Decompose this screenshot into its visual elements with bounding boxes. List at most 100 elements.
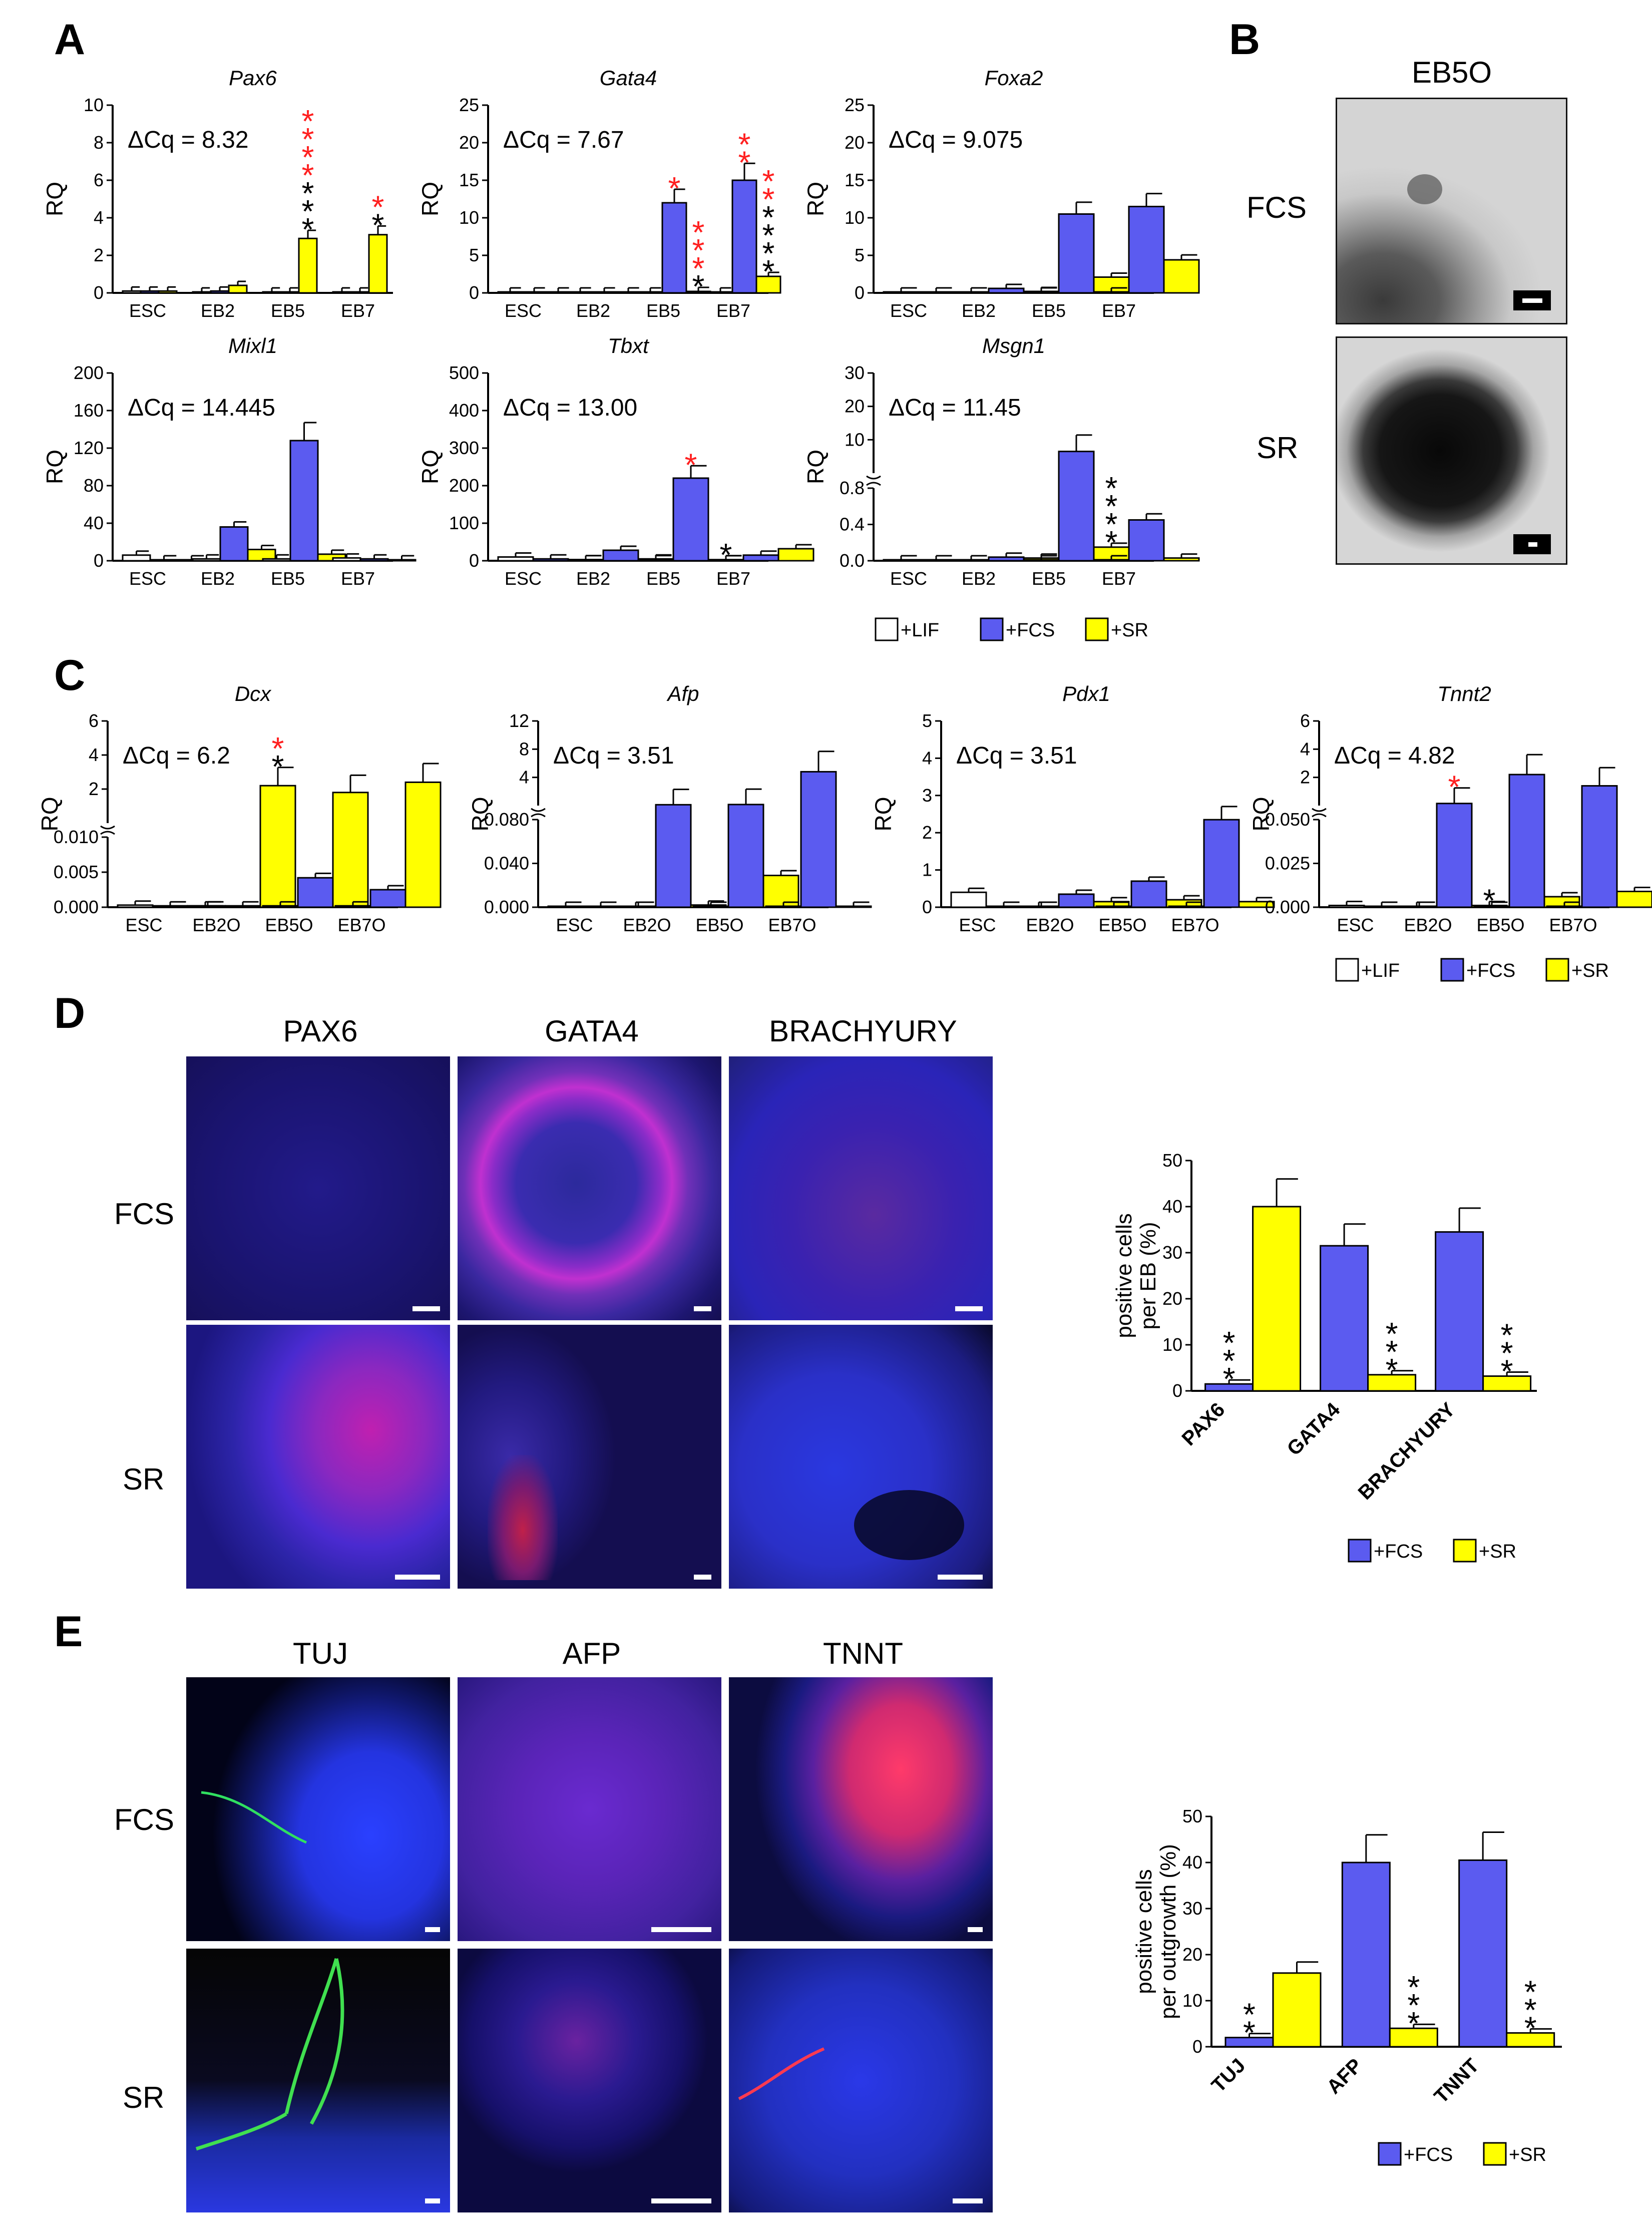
axis-break xyxy=(1312,813,1327,818)
panel-e-col-tuj: TUJ xyxy=(293,1637,348,1670)
significance-star: * xyxy=(302,121,314,157)
brightfield-image-sr xyxy=(1336,336,1567,565)
y-tick-label: 6 xyxy=(89,710,99,731)
significance-star: * xyxy=(1243,1997,1256,2033)
y-tick-label: 0.080 xyxy=(484,809,529,830)
legend-swatch xyxy=(1085,617,1109,641)
y-tick-label: 30 xyxy=(1182,1898,1202,1919)
y-tick-label: 0 xyxy=(922,897,932,917)
x-tick-label: EB2O xyxy=(623,915,671,935)
y-tick-label: 4 xyxy=(94,207,104,228)
bar xyxy=(1058,893,1095,908)
y-tick-label: 0.050 xyxy=(1265,809,1310,830)
y-tick-label: 50 xyxy=(1162,1150,1182,1171)
brightfield-image-fcs xyxy=(1336,98,1567,324)
legend-swatch xyxy=(1378,2142,1402,2166)
bar xyxy=(950,891,987,908)
y-tick-label: 40 xyxy=(1182,1852,1202,1873)
panel-label-c: C xyxy=(54,651,86,699)
y-tick-label: 0 xyxy=(469,282,479,303)
x-tick-label: ESC xyxy=(505,300,542,321)
x-tick-label: EB2 xyxy=(962,568,996,589)
chart-title: Afp xyxy=(666,682,699,705)
significance-star: * xyxy=(1524,1992,1537,2028)
y-tick-label: 10 xyxy=(459,207,479,228)
chart-title: Tnnt2 xyxy=(1437,682,1491,705)
y-axis-label: RQ xyxy=(802,450,829,484)
bar xyxy=(661,202,687,294)
y-axis-label: RQ xyxy=(467,797,493,832)
chart-title: Dcx xyxy=(235,682,272,705)
chart-title: Foxa2 xyxy=(985,66,1043,90)
y-tick-label: 0.000 xyxy=(1265,897,1310,917)
x-tick-label: EB5 xyxy=(1032,300,1066,321)
if-image-gata4-sr xyxy=(458,1325,721,1589)
significance-star: * xyxy=(738,144,751,180)
significance-star: * xyxy=(272,749,284,785)
x-tick-label: EB2 xyxy=(576,568,610,589)
y-tick-label: 15 xyxy=(845,170,865,190)
y-tick-label: 0.025 xyxy=(1265,853,1310,874)
bar xyxy=(1581,785,1618,908)
y-tick-label: 30 xyxy=(845,362,865,383)
legend-label: +SR xyxy=(1111,620,1148,641)
significance-star: * xyxy=(685,447,697,483)
y-tick-label: 0.0 xyxy=(840,550,865,571)
scale-bar xyxy=(968,1927,983,1932)
legend-label: +SR xyxy=(1509,2144,1546,2165)
x-tick-label: EB5O xyxy=(1098,915,1146,935)
panel-label-b: B xyxy=(1229,16,1261,64)
panel-d-row-fcs: FCS xyxy=(114,1197,174,1231)
scale-bar xyxy=(1513,534,1551,554)
significance-star: * xyxy=(762,235,775,271)
y-tick-label: 20 xyxy=(1182,1944,1202,1965)
scale-bar xyxy=(1513,290,1551,310)
x-tick-label: EB5 xyxy=(646,300,680,321)
significance-star: * xyxy=(720,537,732,573)
x-tick-label: EB2O xyxy=(192,915,240,935)
x-tick-label: ESC xyxy=(129,568,166,589)
y-tick-label: 0.010 xyxy=(54,827,99,847)
delta-cq-label: ΔCq = 4.82 xyxy=(1334,742,1455,769)
legend-label: +SR xyxy=(1571,960,1609,981)
x-tick-label: ESC xyxy=(959,915,996,935)
y-tick-label: 10 xyxy=(1162,1334,1182,1355)
bar xyxy=(800,771,837,908)
axis-break xyxy=(866,475,881,480)
panel-label-a: A xyxy=(54,16,86,64)
significance-star: * xyxy=(762,163,775,199)
significance-star: * xyxy=(372,189,384,225)
panel-b-row-fcs: FCS xyxy=(1247,191,1307,224)
scale-bar xyxy=(395,1575,440,1580)
significance-star: * xyxy=(372,207,384,243)
bar xyxy=(1203,819,1240,908)
bar xyxy=(1252,1206,1302,1392)
axis-break xyxy=(100,831,115,835)
y-tick-label: 120 xyxy=(74,438,104,458)
legend-swatch xyxy=(1545,958,1569,982)
significance-star: * xyxy=(692,232,705,268)
x-tick-label: EB7 xyxy=(341,300,375,321)
panel-e-col-tnnt: TNNT xyxy=(823,1637,903,1670)
y-axis-label: RQ xyxy=(802,182,829,216)
bar xyxy=(289,440,319,562)
y-tick-label: 0.005 xyxy=(54,862,99,882)
chart-title: Msgn1 xyxy=(982,334,1045,357)
x-tick-label: ESC xyxy=(505,568,542,589)
panel-e-col-afp: AFP xyxy=(562,1637,621,1670)
significance-star: * xyxy=(1105,506,1118,542)
y-tick-label: 0 xyxy=(94,550,104,571)
bar xyxy=(755,275,781,294)
y-axis-label: RQ xyxy=(870,797,896,832)
bar xyxy=(1130,880,1167,908)
delta-cq-label: ΔCq = 3.51 xyxy=(553,742,674,769)
y-tick-label: 15 xyxy=(459,170,479,190)
panel-d-col-gata4: GATA4 xyxy=(545,1014,639,1048)
significance-star: * xyxy=(302,175,314,211)
significance-star: * xyxy=(1501,1317,1513,1353)
y-tick-label: 10 xyxy=(845,207,865,228)
